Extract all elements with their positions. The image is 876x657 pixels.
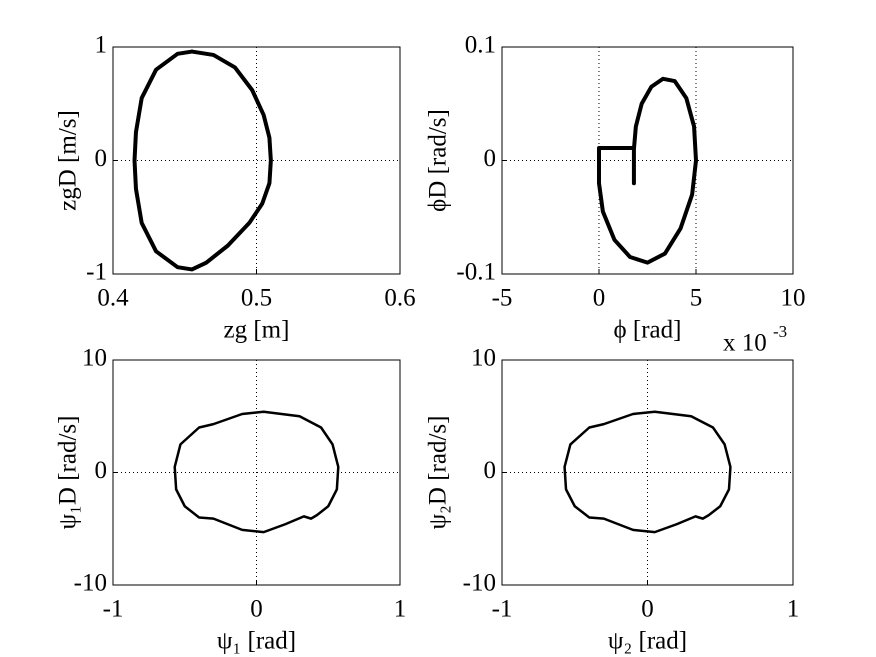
curve	[563, 410, 732, 534]
y-tick-label: -10	[463, 570, 496, 597]
x-tick-label: 10	[781, 285, 806, 312]
y-tick-label: -10	[74, 570, 107, 597]
x-axis-label: zg [m]	[224, 317, 290, 344]
y-tick-label: 1	[95, 32, 108, 59]
x-tick-label: 1	[787, 596, 800, 623]
curve	[597, 76, 698, 265]
x-tick-label: -1	[492, 596, 513, 623]
x-axis-label: ϕ [rad]	[614, 317, 682, 344]
y-tick-label: 10	[82, 345, 107, 372]
axes-box	[112, 46, 401, 275]
y-tick-label: 0	[95, 145, 108, 172]
x-tick-label: 0	[641, 596, 654, 623]
y-tick-label: 0	[484, 145, 497, 172]
curve	[132, 49, 273, 272]
x-tick-label: 1	[394, 596, 407, 623]
curve	[173, 410, 340, 534]
y-axis-label: ψ₁D [rad/s]	[55, 416, 82, 530]
y-tick-label: 0	[484, 457, 497, 484]
y-tick-label: 0.1	[465, 32, 496, 59]
x-tick-label: -5	[492, 285, 513, 312]
y-axis-label: ψ₂D [rad/s]	[425, 416, 452, 530]
x-multiplier-exponent: -3	[773, 322, 787, 341]
x-tick-label: -1	[103, 596, 124, 623]
y-tick-label: -1	[86, 259, 107, 286]
x-tick-label: 0.6	[384, 285, 415, 312]
axes-box	[501, 46, 794, 275]
y-tick-label: 10	[471, 345, 496, 372]
x-tick-label: 0.5	[241, 285, 272, 312]
x-tick-label: 0	[250, 596, 263, 623]
y-axis-label: ϕD [rad/s]	[425, 109, 452, 212]
y-axis-label: zgD [m/s]	[55, 110, 82, 211]
x-tick-label: 0	[593, 285, 606, 312]
x-axis-label: ψ₂ [rad]	[608, 628, 687, 655]
y-tick-label: -0.1	[456, 259, 496, 286]
x-axis-label: ψ₁ [rad]	[217, 628, 296, 655]
x-tick-label: 5	[690, 285, 703, 312]
x-multiplier: x 10	[723, 330, 767, 357]
y-tick-label: 0	[95, 457, 108, 484]
x-tick-label: 0.4	[97, 285, 129, 312]
